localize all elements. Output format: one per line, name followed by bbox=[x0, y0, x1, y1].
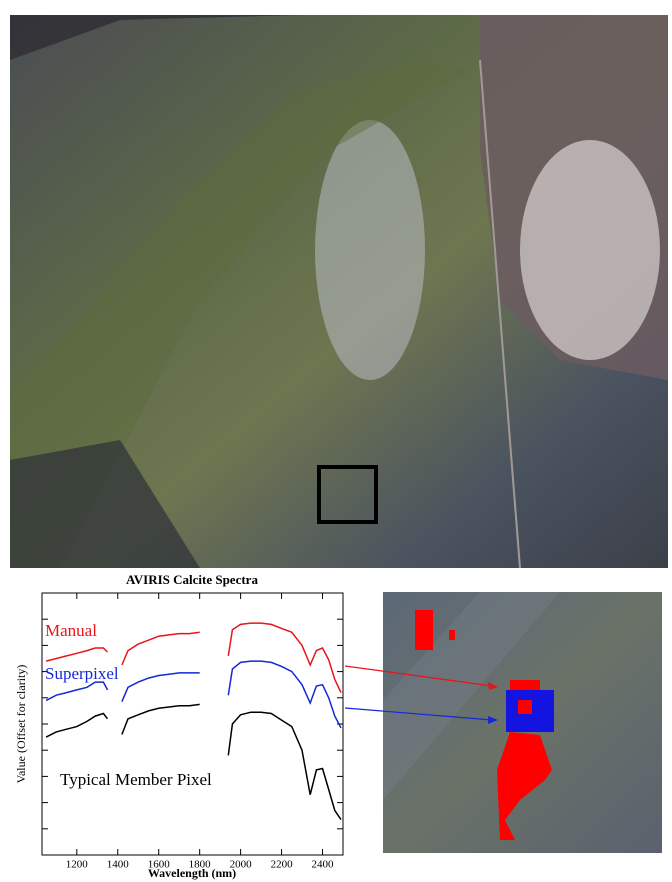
x-tick-label: 1600 bbox=[148, 859, 171, 871]
x-tick-label: 1200 bbox=[66, 859, 89, 871]
figure-canvas: AVIRIS Calcite Spectra Wavelength (nm) V… bbox=[0, 0, 672, 882]
figure: AVIRIS Calcite Spectra Wavelength (nm) V… bbox=[0, 0, 672, 882]
series-label: Superpixel bbox=[45, 664, 119, 683]
x-tick-label: 1800 bbox=[189, 859, 212, 871]
chart-title: AVIRIS Calcite Spectra bbox=[126, 572, 258, 587]
satellite-image bbox=[10, 15, 668, 568]
zoom-image bbox=[383, 592, 662, 853]
series-label: Typical Member Pixel bbox=[60, 770, 212, 789]
x-tick-label: 2200 bbox=[271, 859, 294, 871]
series-label: Manual bbox=[45, 621, 97, 640]
x-tick-label: 2400 bbox=[312, 859, 335, 871]
y-axis-label: Value (Offset for clarity) bbox=[14, 665, 28, 784]
chart: AVIRIS Calcite Spectra Wavelength (nm) V… bbox=[14, 572, 343, 880]
series-line bbox=[46, 704, 341, 819]
x-tick-label: 1400 bbox=[107, 859, 130, 871]
x-tick-label: 2000 bbox=[230, 859, 253, 871]
